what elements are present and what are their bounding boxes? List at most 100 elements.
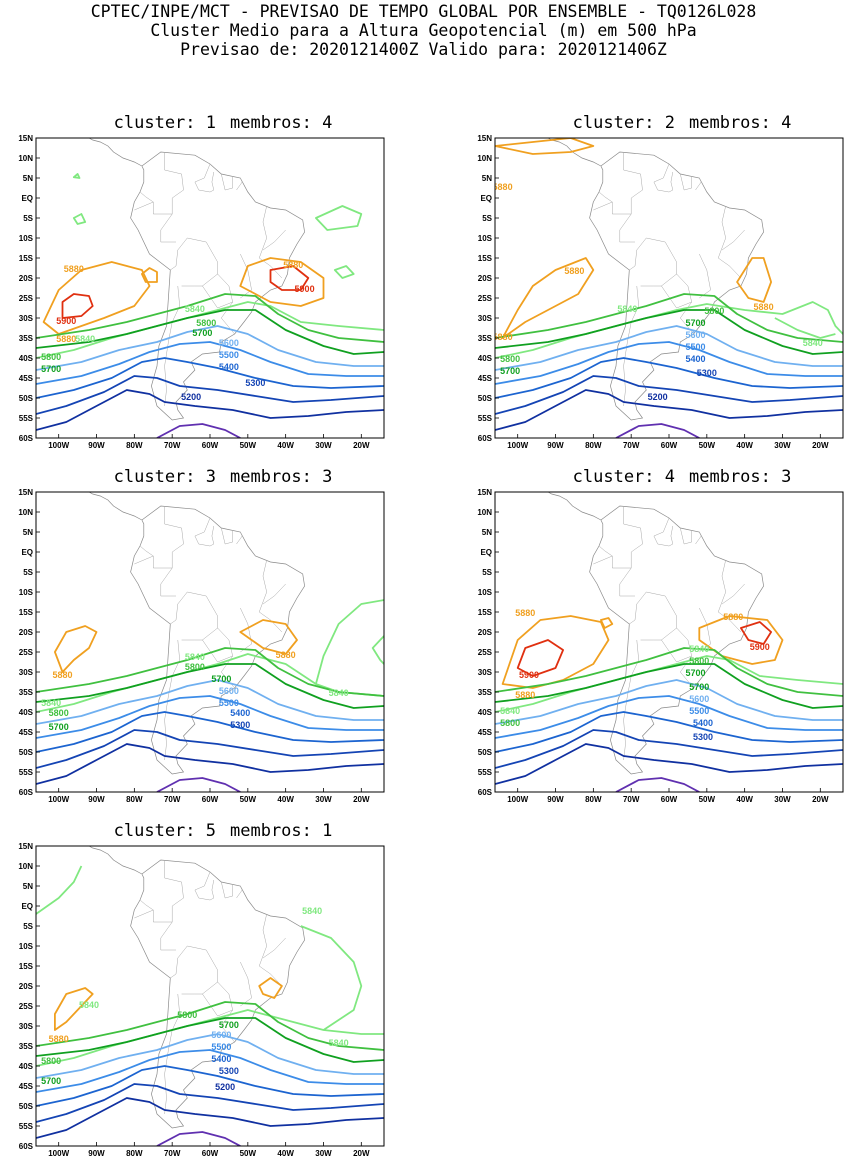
- x-tick-label: 50W: [699, 795, 716, 804]
- panel-title: cluster: 3 membros: 3: [62, 467, 384, 487]
- y-tick-label: 10S: [19, 234, 34, 243]
- contour-label: 5900: [295, 284, 315, 294]
- country-border: [695, 177, 702, 191]
- contour-label: 5400: [685, 354, 705, 364]
- x-tick-label: 40W: [277, 795, 294, 804]
- contour-label: 5600: [689, 694, 709, 704]
- x-tick-label: 50W: [699, 441, 716, 450]
- contour-label: 5800: [49, 708, 69, 718]
- contour-5840: [774, 317, 836, 339]
- y-tick-label: 10S: [478, 234, 493, 243]
- x-tick-label: 100W: [48, 441, 69, 450]
- contour-label: 5700: [685, 668, 705, 678]
- contour-label: 5880: [493, 182, 513, 192]
- x-tick-label: 100W: [507, 441, 528, 450]
- y-tick-label: 10N: [18, 862, 33, 871]
- contour-label: 5880: [723, 612, 743, 622]
- y-tick-label: 10N: [477, 154, 492, 163]
- contour-5700: [495, 663, 843, 709]
- x-tick-label: 90W: [547, 795, 564, 804]
- contour-5500: [495, 695, 843, 739]
- country-border: [164, 285, 180, 407]
- country-border: [236, 885, 243, 899]
- contour-label: 5500: [685, 342, 705, 352]
- contour-label: 5800: [41, 1056, 61, 1066]
- contour-label: 5700: [211, 674, 231, 684]
- country-border: [262, 583, 286, 605]
- x-tick-label: 40W: [736, 795, 753, 804]
- map-layer: 5880 5880 5880 5880 5840 5840 5800 5800 5700 5700…: [493, 138, 843, 438]
- x-tick-label: 80W: [126, 795, 143, 804]
- country-border: [717, 559, 742, 633]
- x-tick-label: 40W: [736, 441, 753, 450]
- y-tick-label: 5N: [23, 174, 33, 183]
- country-border: [221, 881, 233, 899]
- country-border: [258, 913, 283, 987]
- contour-5500: [495, 341, 843, 385]
- coastline: [589, 505, 764, 775]
- country-border: [661, 273, 692, 309]
- contour-5400: [36, 357, 384, 399]
- contour-label: 5880: [49, 1034, 69, 1044]
- contour-5840: [36, 865, 83, 915]
- contour-5600: [36, 1033, 384, 1079]
- country-border: [164, 860, 184, 922]
- map-frame: [35, 491, 385, 793]
- contour-label: 5800: [704, 306, 724, 316]
- contour-label: 5800: [177, 1010, 197, 1020]
- contour-label: 5880: [754, 302, 774, 312]
- contour-label: 5700: [41, 1076, 61, 1086]
- contour-label: 5900: [519, 670, 539, 680]
- contour-5300: [495, 729, 843, 769]
- contour-5300: [36, 729, 384, 769]
- contour-label: 5800: [185, 662, 205, 672]
- y-tick-label: 10S: [19, 588, 34, 597]
- y-tick-label: 15N: [18, 842, 33, 851]
- contour-5840: [72, 213, 87, 225]
- y-tick-label: 10S: [478, 588, 493, 597]
- contour-5600: [495, 325, 843, 371]
- country-border: [680, 173, 692, 191]
- map-cluster-4: 5880 5880 5880 5900 5900 5840 5840 5800 5800 5700…: [477, 488, 844, 804]
- contour-label: 5800: [196, 318, 216, 328]
- contour-label: 5300: [245, 378, 265, 388]
- contour-5700: [495, 309, 843, 355]
- y-tick-label: EQ: [21, 902, 33, 911]
- y-tick-label: 55S: [19, 414, 34, 423]
- x-tick-label: 70W: [164, 795, 181, 804]
- contour-5600: [495, 679, 843, 725]
- x-tick-label: 20W: [812, 795, 829, 804]
- map-frame: [35, 137, 385, 439]
- contour-5800: [36, 1001, 384, 1051]
- x-tick-label: 80W: [585, 795, 602, 804]
- country-border: [202, 981, 233, 1017]
- country-border: [653, 517, 674, 547]
- y-tick-label: 55S: [19, 1122, 34, 1131]
- contour-label: 5400: [230, 708, 250, 718]
- x-tick-label: 50W: [240, 441, 257, 450]
- contour-label: 5840: [41, 698, 61, 708]
- contour-label: 5800: [41, 352, 61, 362]
- contour-5880: [258, 977, 283, 999]
- panel-title: cluster: 5 membros: 1: [62, 821, 384, 841]
- x-tick-label: 20W: [812, 441, 829, 450]
- country-border: [170, 945, 218, 995]
- header-line-3: Previsao de: 2020121400Z Valido para: 20…: [180, 40, 667, 59]
- country-border: [240, 961, 252, 1007]
- country-border: [699, 607, 711, 653]
- contour-label: 5840: [75, 334, 95, 344]
- country-border: [194, 871, 215, 901]
- contour-label: 5300: [230, 720, 250, 730]
- y-tick-label: 55S: [478, 414, 493, 423]
- y-tick-label: 35S: [478, 334, 493, 343]
- y-tick-label: 60S: [19, 434, 34, 443]
- contour-5840: [495, 655, 843, 713]
- country-border: [164, 152, 184, 214]
- contour-5840: [315, 205, 363, 231]
- panel-title: cluster: 4 membros: 3: [521, 467, 843, 487]
- country-border: [623, 639, 639, 761]
- country-border: [134, 909, 176, 951]
- contour-5880: [239, 619, 298, 655]
- country-border: [221, 527, 233, 545]
- country-border: [170, 591, 218, 641]
